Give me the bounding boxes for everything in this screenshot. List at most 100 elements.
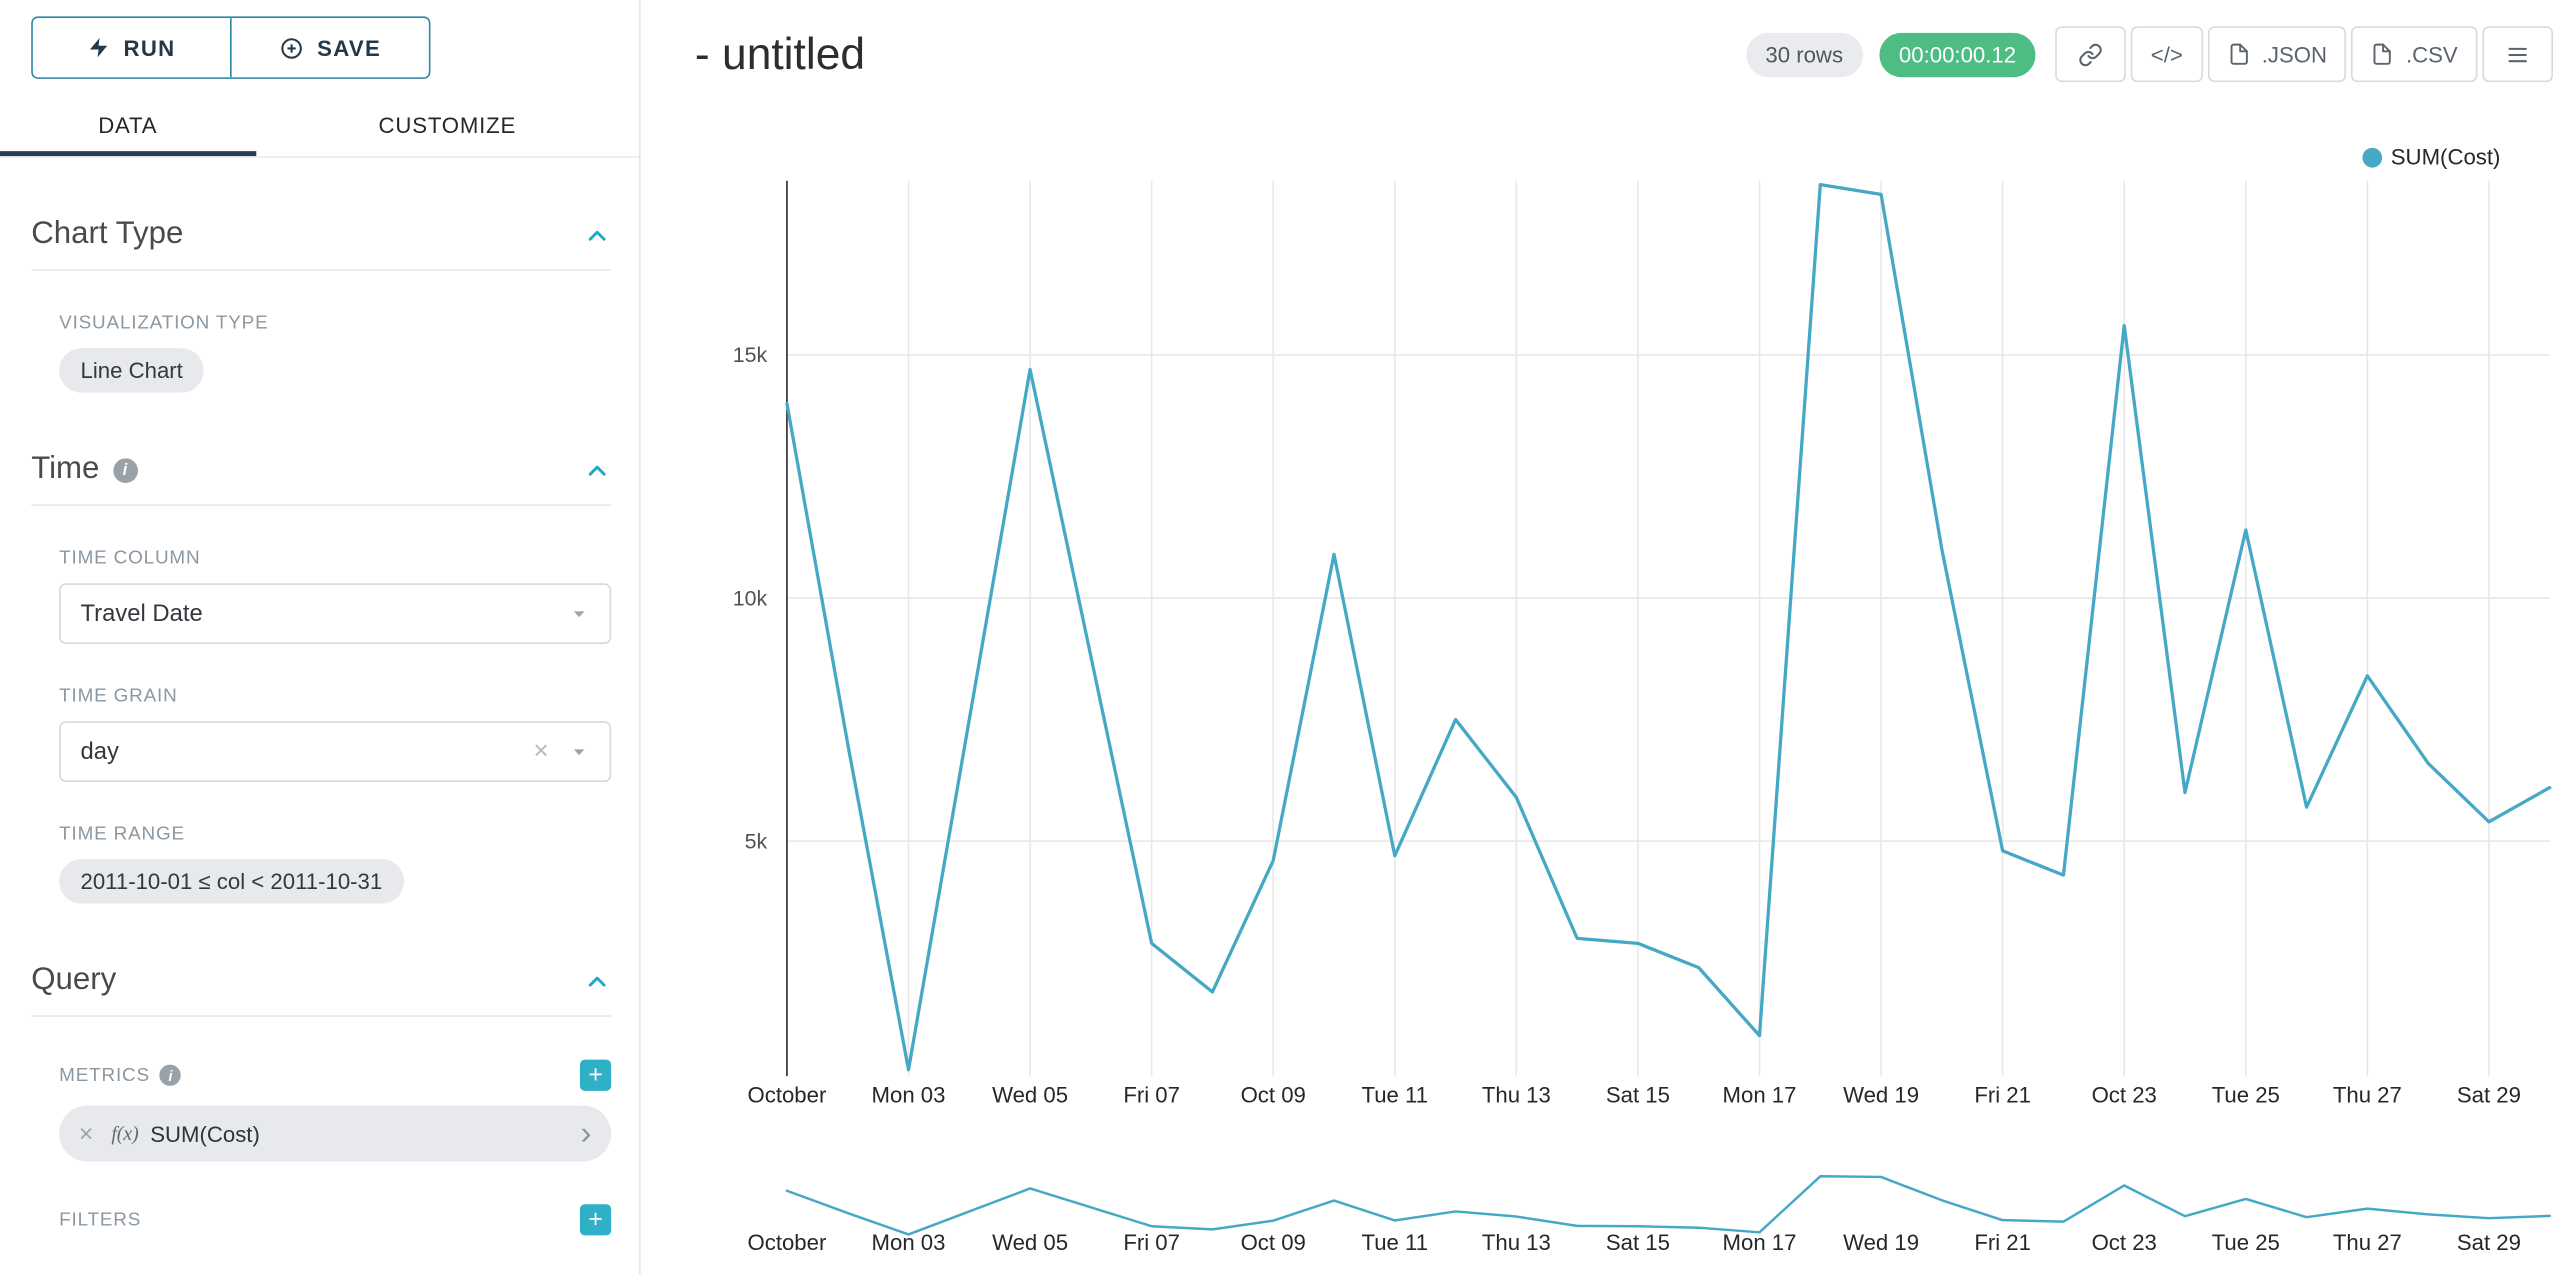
chevron-up-icon[interactable] — [583, 456, 611, 484]
link-icon — [2079, 43, 2103, 66]
run-button[interactable]: RUN — [32, 18, 230, 78]
tab-data[interactable]: DATA — [0, 100, 256, 157]
viz-type-pill[interactable]: Line Chart — [59, 348, 205, 393]
viz-type-label: VISUALIZATION TYPE — [59, 313, 269, 334]
metrics-row: METRICS i + — [59, 1059, 612, 1091]
chevron-right-icon[interactable]: › — [580, 1115, 592, 1152]
brush-x-tick-label: Thu 27 — [2333, 1230, 2402, 1255]
x-tick-label: Oct 09 — [1241, 1082, 1306, 1107]
time-range-pill[interactable]: 2011-10-01 ≤ col < 2011-10-31 — [59, 859, 404, 904]
x-tick-label: Wed 19 — [1843, 1082, 1919, 1107]
add-filter-button[interactable]: + — [579, 1204, 612, 1236]
brush-x-tick-label: Tue 11 — [1362, 1230, 1429, 1255]
tab-customize[interactable]: CUSTOMIZE — [378, 113, 517, 138]
section-query: Query METRICS i + × f(x) SUM(Cost) › FIL… — [31, 962, 612, 1236]
json-label: .JSON — [2261, 41, 2328, 67]
clear-icon[interactable]: × — [533, 736, 549, 765]
embed-code-button[interactable]: </> — [2131, 26, 2203, 83]
time-column-select[interactable]: Travel Date — [59, 583, 612, 644]
fx-icon: f(x) — [111, 1121, 139, 1145]
y-tick-label: 5k — [745, 830, 768, 854]
control-panel: RUN SAVE DATA CUSTOMIZE Chart Type VISUA… — [0, 0, 641, 1274]
x-tick-label: October — [748, 1082, 827, 1107]
file-icon — [2374, 43, 2392, 65]
section-query-header: Query — [31, 962, 612, 1017]
brush-x-tick-label: Mon 17 — [1723, 1230, 1797, 1255]
metric-name: SUM(Cost) — [150, 1121, 260, 1146]
plus-circle-icon — [281, 37, 302, 58]
chart-legend[interactable]: SUM(Cost) — [2362, 144, 2501, 170]
x-tick-label: Wed 05 — [992, 1082, 1068, 1107]
x-tick-label: Mon 17 — [1723, 1082, 1797, 1107]
filters-label: FILTERS — [59, 1209, 142, 1230]
y-tick-label: 15k — [733, 343, 768, 367]
x-tick-label: Thu 13 — [1482, 1082, 1551, 1107]
remove-metric-icon[interactable]: × — [78, 1119, 94, 1148]
line-chart[interactable]: 15k 10k 5k October Mon 03 Wed 05 Fri 07 Oct 09 T… — [639, 140, 2576, 1274]
chevron-up-icon[interactable] — [583, 221, 611, 249]
section-title: Query — [31, 962, 117, 998]
x-tick-label: Fri 21 — [1974, 1082, 2031, 1107]
chart-header-actions: 30 rows 00:00:00.12 </> .JSON . — [1745, 26, 2553, 83]
chevron-up-icon[interactable] — [583, 967, 611, 995]
csv-label: .CSV — [2405, 41, 2458, 67]
metric-pill[interactable]: × f(x) SUM(Cost) › — [59, 1105, 612, 1162]
brush-x-tick-label: Oct 09 — [1241, 1230, 1306, 1255]
brush-x-tick-label: Fri 21 — [1974, 1230, 2031, 1255]
chevron-down-icon — [568, 741, 589, 762]
code-icon: </> — [2150, 41, 2183, 67]
brush-x-tick-label: Wed 05 — [992, 1230, 1068, 1255]
chevron-down-icon — [568, 603, 589, 624]
info-icon: i — [159, 1064, 182, 1086]
brush-context-line[interactable] — [785, 1175, 2551, 1236]
y-tick-label: 10k — [733, 586, 768, 610]
legend-dot — [2362, 147, 2383, 167]
run-save-group: RUN SAVE — [31, 16, 431, 79]
x-tick-label: Mon 03 — [872, 1082, 946, 1107]
file-icon — [2230, 43, 2248, 65]
section-time: Time i TIME COLUMN Travel Date TIME GRAI… — [31, 451, 612, 904]
brush-x-tick-label: Sat 15 — [1606, 1230, 1670, 1255]
panel-tabs: DATA CUSTOMIZE — [0, 100, 640, 158]
export-button-strip: </> .JSON .CSV — [2055, 26, 2553, 83]
time-grain-select[interactable]: day × — [59, 721, 612, 782]
save-label: SAVE — [317, 35, 382, 60]
series-line — [785, 183, 2552, 1072]
x-tick-label: Thu 27 — [2333, 1082, 2402, 1107]
metrics-label: METRICS — [59, 1065, 150, 1086]
bolt-icon — [90, 38, 108, 58]
section-chart-type: Chart Type VISUALIZATION TYPE Line Chart — [31, 216, 612, 393]
time-range-label: TIME RANGE — [59, 824, 185, 845]
share-link-button[interactable] — [2055, 26, 2127, 83]
section-title: Time — [31, 451, 100, 487]
x-tick-label: Tue 11 — [1362, 1082, 1429, 1107]
save-button[interactable]: SAVE — [229, 18, 429, 78]
x-tick-label: Fri 07 — [1123, 1082, 1180, 1107]
section-chart-type-header: Chart Type — [31, 216, 612, 272]
export-csv-button[interactable]: .CSV — [2351, 26, 2478, 83]
brush-x-tick-label: Thu 13 — [1482, 1230, 1551, 1255]
info-icon: i — [112, 457, 138, 483]
query-timer-badge: 00:00:00.12 — [1879, 32, 2036, 77]
filters-row: FILTERS + — [59, 1204, 612, 1236]
time-grain-label: TIME GRAIN — [59, 686, 178, 707]
x-tick-label: Sat 29 — [2457, 1082, 2521, 1107]
section-time-header: Time i — [31, 451, 612, 506]
brush-x-tick-label: Mon 03 — [872, 1230, 946, 1255]
brush-x-tick-label: October — [748, 1230, 827, 1255]
add-metric-button[interactable]: + — [579, 1059, 612, 1091]
menu-button[interactable] — [2482, 26, 2553, 83]
legend-label: SUM(Cost) — [2390, 144, 2501, 170]
x-tick-label: Sat 15 — [1606, 1082, 1670, 1107]
export-json-button[interactable]: .JSON — [2207, 26, 2347, 83]
chart-header: - untitled 30 rows 00:00:00.12 </> .JSON — [641, 0, 2576, 83]
chart-area: - untitled 30 rows 00:00:00.12 </> .JSON — [641, 0, 2576, 1274]
run-label: RUN — [123, 35, 176, 60]
section-title: Chart Type — [31, 216, 184, 252]
time-grain-value: day — [80, 738, 119, 765]
chart-title: - untitled — [694, 28, 866, 79]
brush-x-tick-label: Fri 07 — [1123, 1230, 1180, 1255]
brush-x-tick-label: Wed 19 — [1843, 1230, 1919, 1255]
time-column-label: TIME COLUMN — [59, 548, 201, 569]
brush-x-tick-label: Oct 23 — [2092, 1230, 2157, 1255]
